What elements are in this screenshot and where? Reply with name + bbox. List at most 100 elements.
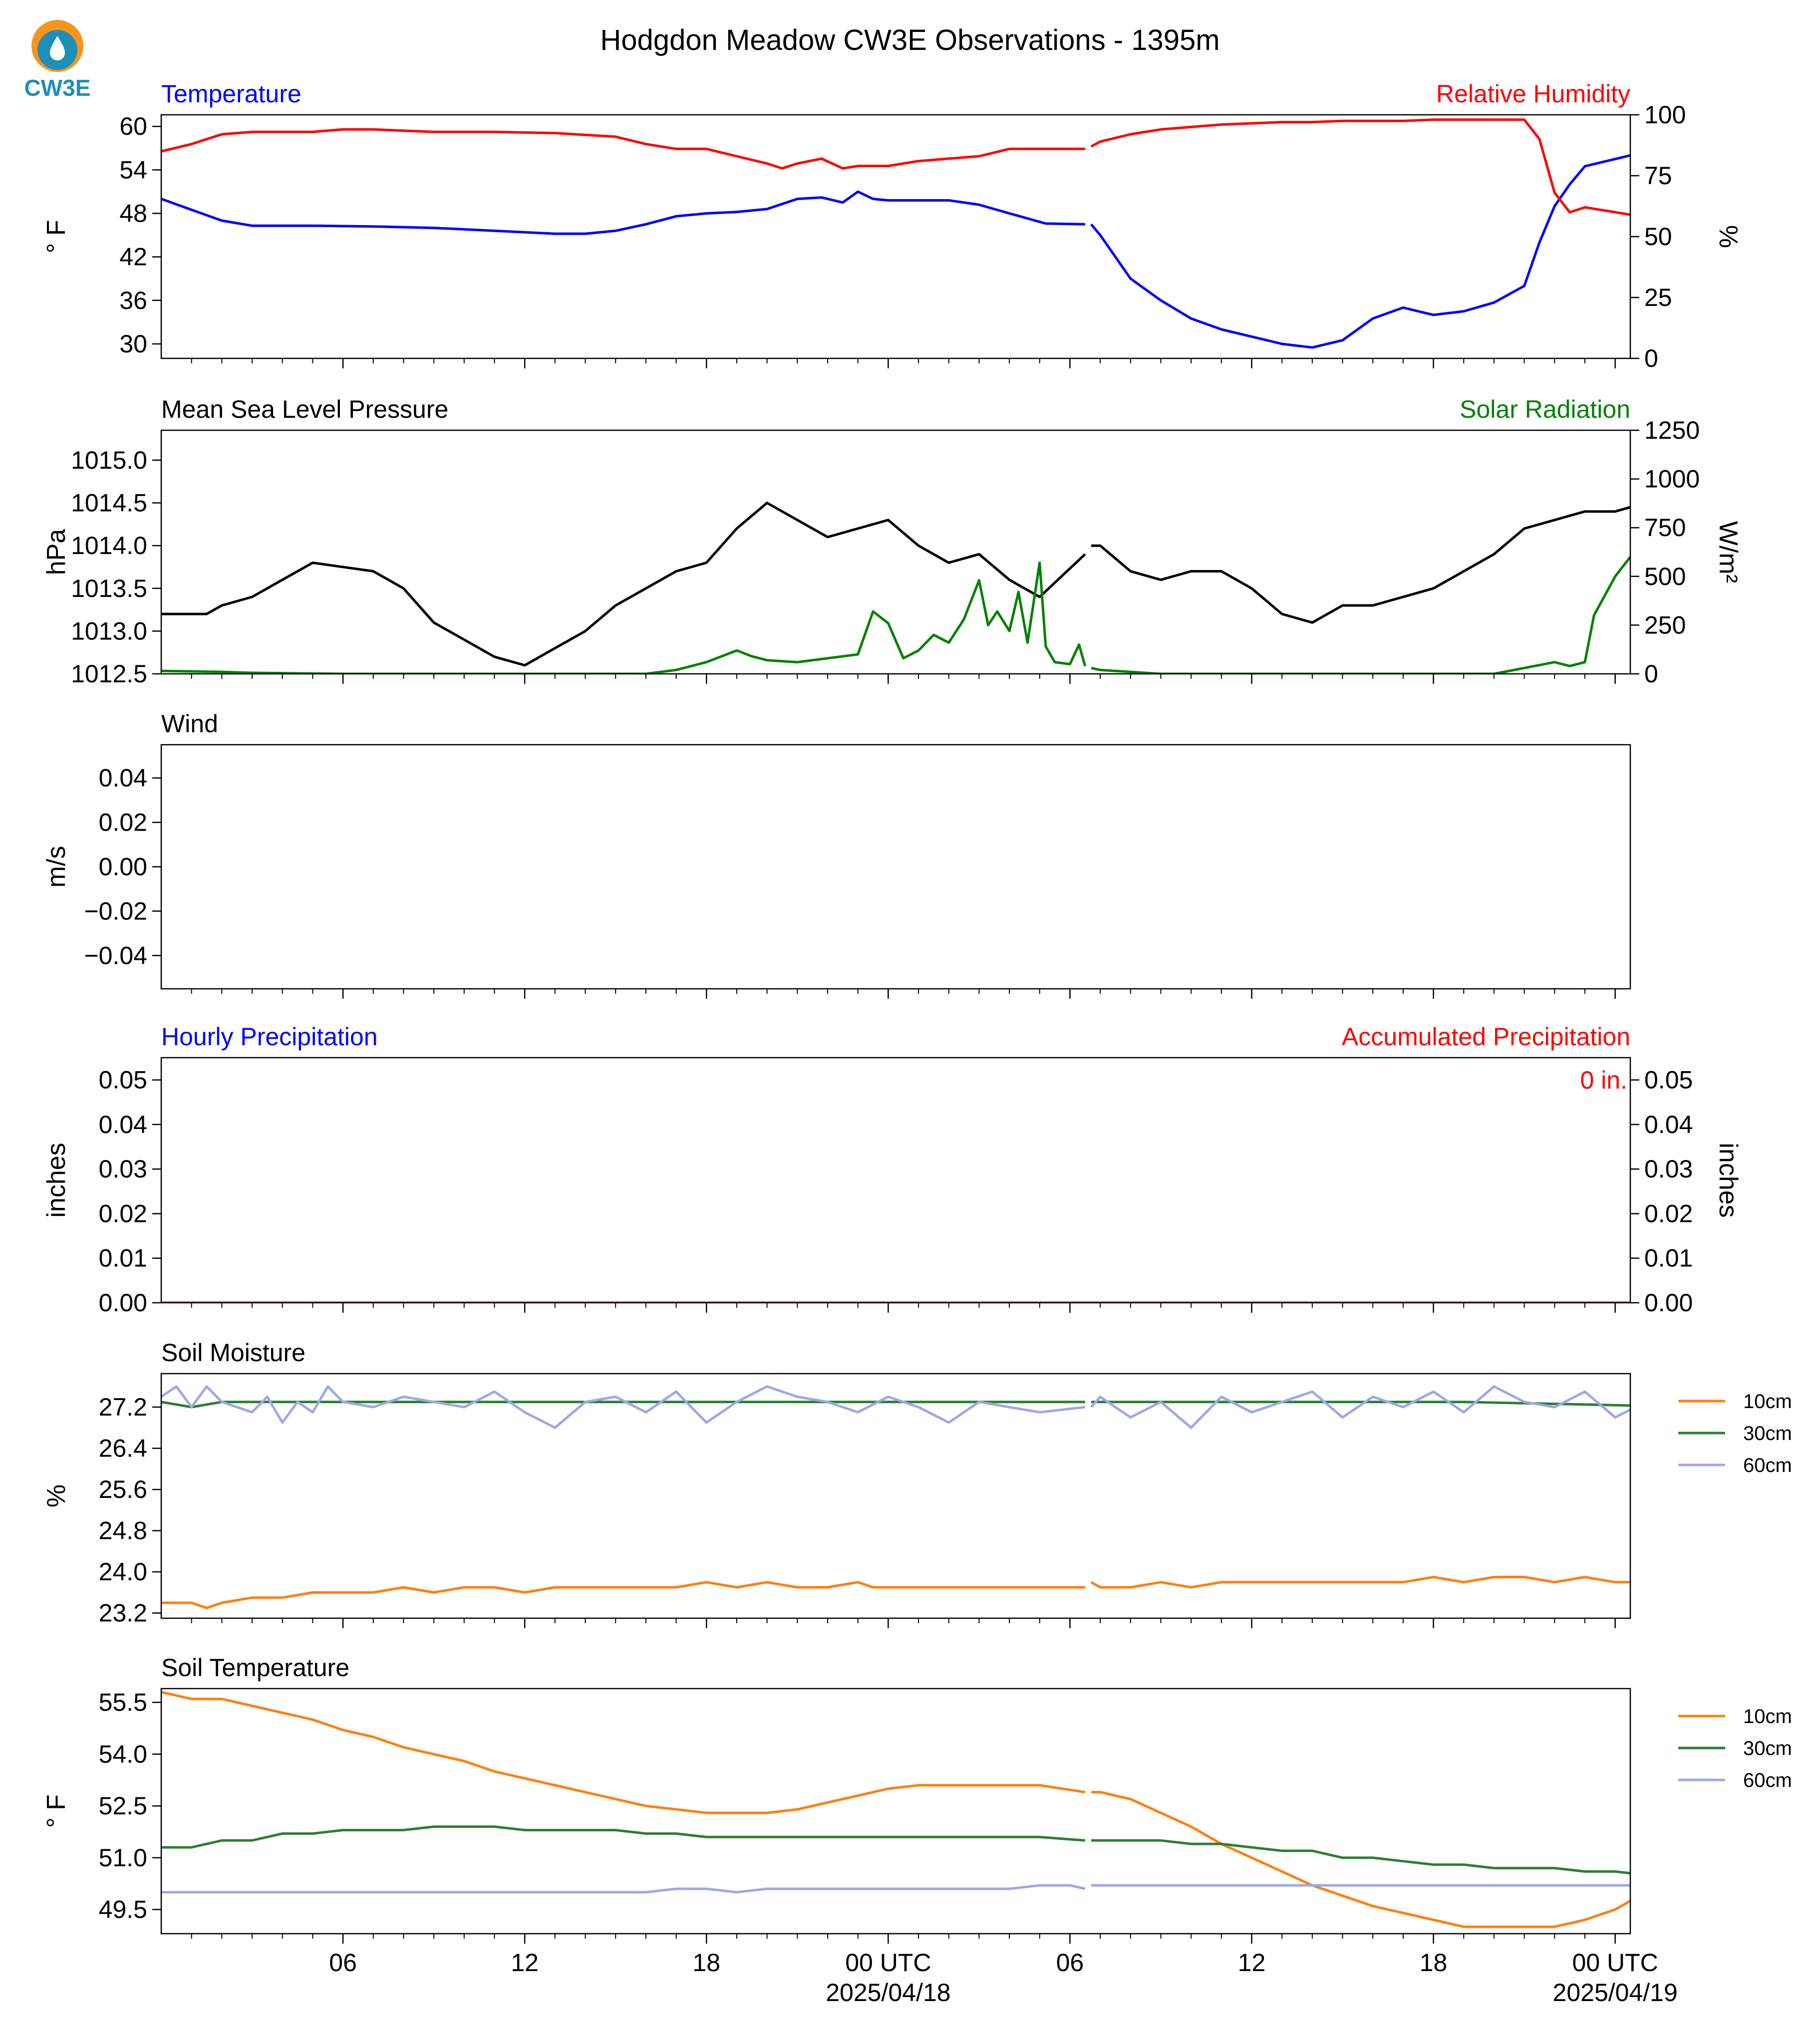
x-tick-label: 12 xyxy=(1238,1949,1266,1977)
panels-group: 30 36 42 48 54 60 0 25 50 75 100 Temperature Relativ… xyxy=(42,80,1792,2007)
plot-frame xyxy=(160,114,1631,359)
panel-precip: 0.00 0.01 0.02 0.03 0.04 0.05 0.00 0.01 0.02 0.03… xyxy=(42,1023,1743,1317)
y-tick-label-left: 52.5 xyxy=(99,1792,147,1820)
x-tick-label: 12 xyxy=(511,1949,539,1977)
plot-frame xyxy=(160,429,1631,675)
y-tick-label-left: 49.5 xyxy=(99,1896,147,1924)
y-tick-label-left: 1012.5 xyxy=(71,660,147,688)
series-line-10cm-seg1 xyxy=(1090,1576,1630,1589)
legend-label-30cm: 30cm xyxy=(1743,1423,1792,1445)
plot-frame xyxy=(160,1688,1631,1935)
plot-frame xyxy=(160,744,1631,990)
panel-soil_moisture: 23.2 24.0 24.8 25.6 26.4 27.2 Soil Moisture% 10… xyxy=(42,1339,1792,1628)
y-tick-label-left: 27.2 xyxy=(99,1393,147,1421)
legend-label-10cm: 10cm xyxy=(1743,1706,1792,1728)
y-tick-label-right: 0.00 xyxy=(1644,1289,1693,1317)
accumulated-total-label: 0 in. xyxy=(1580,1066,1627,1094)
y-tick-label-left: 1015.0 xyxy=(71,446,147,474)
y-tick-label-left: 1013.0 xyxy=(71,617,147,645)
y-tick-label-left: 24.8 xyxy=(99,1517,147,1545)
series-group xyxy=(161,1691,1630,1928)
y-tick-label-right: 750 xyxy=(1644,514,1686,542)
y-tick-label-right: 0.02 xyxy=(1644,1199,1693,1227)
x-tick-label: 00 UTC xyxy=(1572,1949,1658,1977)
series-line-10cm-seg1 xyxy=(1091,1791,1630,1928)
cw3e-logo: CW3E xyxy=(24,20,91,101)
y-axis-label-left: ° F xyxy=(42,1794,71,1828)
y-tick-label-left: 23.2 xyxy=(99,1599,147,1627)
legend-label-60cm: 60cm xyxy=(1743,1454,1792,1476)
y-tick-label-right: 1000 xyxy=(1644,465,1700,493)
series-line-10cm-seg0 xyxy=(161,1581,1085,1609)
panel-pres_solar: 1012.5 1013.0 1013.5 1014.0 1014.5 1015.0 0 250… xyxy=(42,395,1743,688)
y-axis-label-right: % xyxy=(1714,225,1743,248)
y-tick-label-right: 0.04 xyxy=(1644,1111,1693,1139)
panel-title-left: Hourly Precipitation xyxy=(161,1023,378,1051)
x-tick-label: 06 xyxy=(1056,1949,1084,1977)
y-tick-label-left: 0.00 xyxy=(99,853,147,881)
y-tick-label-left: 42 xyxy=(119,243,147,271)
y-tick-label-right: 500 xyxy=(1644,563,1686,590)
series-line-mean-sea-level-pressure-seg1 xyxy=(1091,506,1630,624)
y-tick-label-right: 100 xyxy=(1644,101,1686,129)
y-axis-label-right: W/m² xyxy=(1714,521,1743,583)
series-line-solar-radiation-seg1 xyxy=(1091,555,1630,674)
y-tick-label-left: 30 xyxy=(119,330,147,358)
logo-text: CW3E xyxy=(24,75,91,101)
series-line-temperature-seg1 xyxy=(1090,154,1630,349)
y-tick-label-left: 0.02 xyxy=(99,809,147,837)
y-tick-label-left: 0.00 xyxy=(99,1289,147,1317)
y-tick-label-left: 24.0 xyxy=(99,1558,147,1586)
series-group xyxy=(161,1385,1630,1609)
panel-title-right: Relative Humidity xyxy=(1436,80,1630,108)
y-axis-label-left: m/s xyxy=(42,846,71,888)
x-tick-date-label: 2025/04/18 xyxy=(826,1979,950,2007)
x-tick-date-label: 2025/04/19 xyxy=(1553,1979,1678,2007)
plot-frame xyxy=(160,1057,1631,1304)
y-tick-label-left: 48 xyxy=(119,200,147,228)
y-tick-label-left: 51.0 xyxy=(99,1844,147,1872)
panel-temp_rh: 30 36 42 48 54 60 0 25 50 75 100 Temperature Relativ… xyxy=(42,80,1743,372)
y-tick-label-left: 0.04 xyxy=(99,764,147,792)
panel-wind: −0.04 −0.02 0.00 0.02 0.04 Wind m/s xyxy=(42,710,1631,999)
figure-title: Hodgdon Meadow CW3E Observations - 1395m xyxy=(600,24,1219,56)
y-tick-label-right: 75 xyxy=(1644,162,1672,190)
panel-title-left: Soil Temperature xyxy=(161,1654,349,1682)
series-line-solar-radiation-seg0 xyxy=(161,562,1087,674)
series-line-relative-humidity-seg0 xyxy=(161,128,1085,170)
x-tick-label: 18 xyxy=(1420,1949,1448,1977)
y-tick-label-left: 26.4 xyxy=(99,1435,147,1462)
y-tick-label-right: 250 xyxy=(1644,611,1686,639)
panel-title-left: Soil Moisture xyxy=(161,1339,305,1367)
y-tick-label-left: 25.6 xyxy=(99,1475,147,1503)
y-tick-label-right: 0 xyxy=(1644,344,1658,372)
y-tick-label-right: 0.05 xyxy=(1644,1066,1693,1094)
panel-title-left: Temperature xyxy=(161,80,302,108)
y-tick-label-left: 0.01 xyxy=(99,1244,147,1272)
y-tick-label-left: −0.04 xyxy=(84,941,147,969)
y-tick-label-left: 1013.5 xyxy=(71,575,147,602)
y-tick-label-right: 0.01 xyxy=(1644,1244,1693,1272)
panel-title-right: Solar Radiation xyxy=(1460,395,1630,423)
y-tick-label-left: 60 xyxy=(119,112,147,140)
y-axis-label-left: hPa xyxy=(42,529,71,576)
series-line-60cm-seg1 xyxy=(1090,1385,1630,1429)
panel-title-left: Wind xyxy=(161,710,218,738)
x-tick-label: 00 UTC xyxy=(845,1949,931,1977)
logo-drop-icon xyxy=(50,36,65,60)
y-tick-label-left: 0.02 xyxy=(99,1199,147,1227)
y-tick-label-left: 0.03 xyxy=(99,1155,147,1183)
legend-label-60cm: 60cm xyxy=(1743,1769,1792,1791)
x-tick-label: 18 xyxy=(692,1949,720,1977)
y-tick-label-left: 55.5 xyxy=(99,1689,147,1717)
series-line-30cm-seg1 xyxy=(1091,1839,1630,1875)
series-line-60cm-seg0 xyxy=(161,1385,1086,1429)
y-tick-label-left: −0.02 xyxy=(84,897,147,925)
legend-label-30cm: 30cm xyxy=(1743,1738,1792,1759)
y-tick-label-right: 25 xyxy=(1644,284,1672,311)
y-tick-label-right: 1250 xyxy=(1644,416,1700,444)
y-tick-label-left: 54.0 xyxy=(99,1740,147,1768)
series-group xyxy=(161,118,1630,349)
y-tick-label-right: 0 xyxy=(1644,660,1658,688)
